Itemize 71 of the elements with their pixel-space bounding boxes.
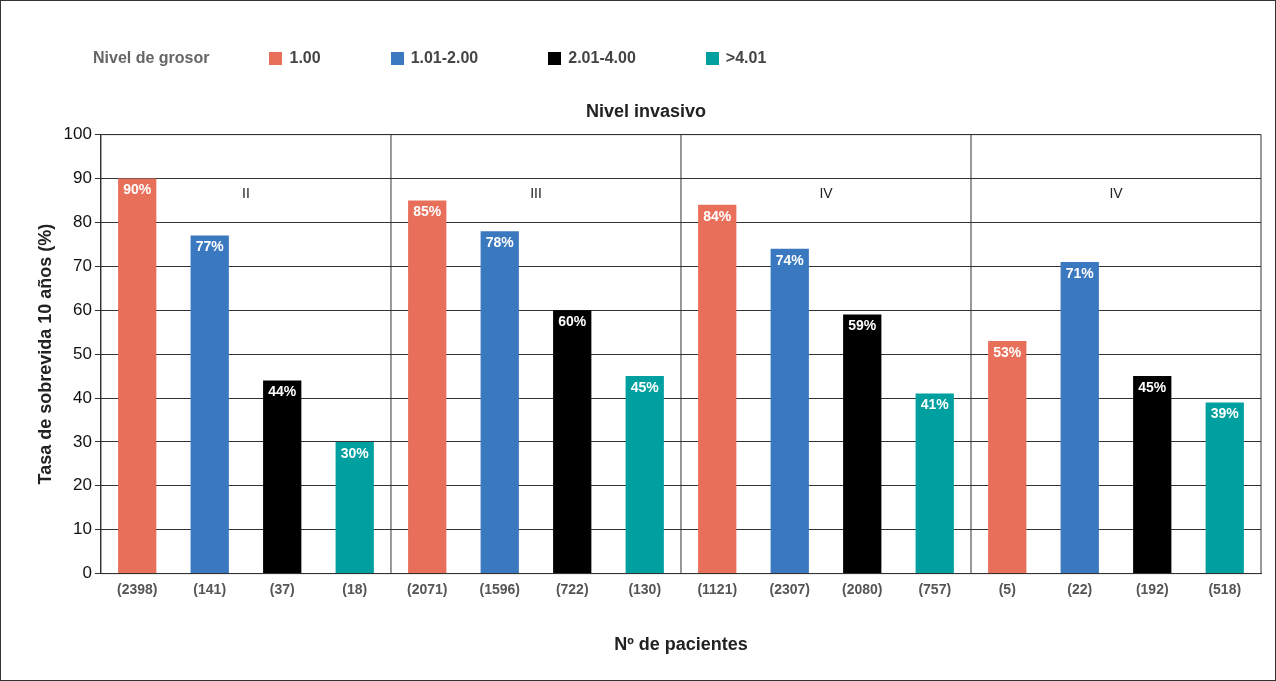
bar (1060, 261, 1099, 574)
bar (480, 231, 519, 574)
legend-label: 2.01-4.00 (568, 49, 636, 67)
legend-label: 1.00 (289, 49, 321, 67)
y-tick-label: 60 (73, 299, 92, 319)
x-tick-label: (22) (1067, 580, 1093, 597)
data-label: 71% (1065, 264, 1095, 281)
bar (1205, 402, 1244, 574)
x-tick-label: (518) (1208, 580, 1242, 597)
bar (843, 314, 882, 574)
data-label: 85% (413, 203, 442, 220)
y-tick-label: 90 (73, 168, 92, 188)
x-tick-label: (722) (555, 580, 589, 597)
y-tick-label: 20 (73, 475, 92, 495)
data-label: 84% (703, 207, 732, 224)
bar (625, 376, 664, 574)
bar (915, 393, 954, 574)
y-tick-label: 10 (73, 519, 92, 539)
annotation: IV (819, 185, 834, 202)
bar (770, 248, 809, 574)
y-tick-label: 100 (63, 124, 92, 144)
data-label: 30% (340, 444, 370, 461)
bar (553, 310, 592, 574)
bar (118, 178, 157, 574)
data-label: 39% (1210, 405, 1240, 422)
annotation: IV (1109, 185, 1124, 202)
data-label: 78% (485, 234, 515, 251)
data-label: 45% (1138, 378, 1167, 395)
bar (335, 441, 374, 574)
x-tick-label: (192) (1135, 580, 1169, 597)
y-axis-title: Tasa de sobrevida 10 años (%) (34, 223, 55, 485)
data-label: 53% (993, 343, 1022, 360)
y-tick-label: 80 (73, 212, 92, 232)
x-tick-label: (37) (269, 580, 295, 597)
bar (408, 200, 447, 574)
annotation: III (530, 185, 542, 202)
bar (1133, 376, 1172, 574)
y-tick-label: 0 (82, 563, 92, 583)
bar (988, 340, 1027, 574)
y-tick-label: 40 (73, 387, 92, 407)
data-label: 60% (558, 313, 587, 330)
x-axis-title: Nº de pacientes (614, 634, 748, 655)
x-tick-label: (1121) (697, 580, 738, 597)
chart-title: Nivel invasivo (585, 100, 707, 121)
x-tick-label: (18) (342, 580, 368, 597)
x-tick-label: (130) (628, 580, 662, 597)
data-label: 77% (195, 238, 225, 255)
data-label: 45% (630, 378, 660, 395)
x-tick-label: (5) (998, 580, 1016, 597)
x-tick-label: (2080) (842, 580, 883, 597)
x-tick-label: (2398) (116, 580, 158, 597)
data-label: 44% (268, 383, 297, 400)
data-label: 74% (775, 251, 805, 268)
y-tick-label: 50 (73, 343, 92, 363)
x-tick-label: (2071) (406, 580, 448, 597)
legend-label: 1.01-2.00 (410, 49, 479, 67)
data-label: 59% (848, 317, 877, 334)
data-label: 90% (123, 181, 152, 198)
legend-label: >4.01 (725, 49, 767, 67)
x-tick-label: (1596) (479, 580, 520, 597)
data-label: 41% (920, 396, 950, 413)
x-tick-label: (2307) (769, 580, 810, 597)
bar (190, 235, 229, 574)
y-tick-label: 70 (73, 255, 92, 275)
x-tick-label: (141) (193, 580, 227, 597)
annotation: II (242, 185, 250, 202)
bar (698, 204, 737, 574)
bar (263, 380, 302, 574)
x-tick-label: (757) (918, 580, 952, 597)
y-tick-label: 30 (73, 431, 92, 451)
legend-title: Nivel de grosor (93, 49, 210, 67)
